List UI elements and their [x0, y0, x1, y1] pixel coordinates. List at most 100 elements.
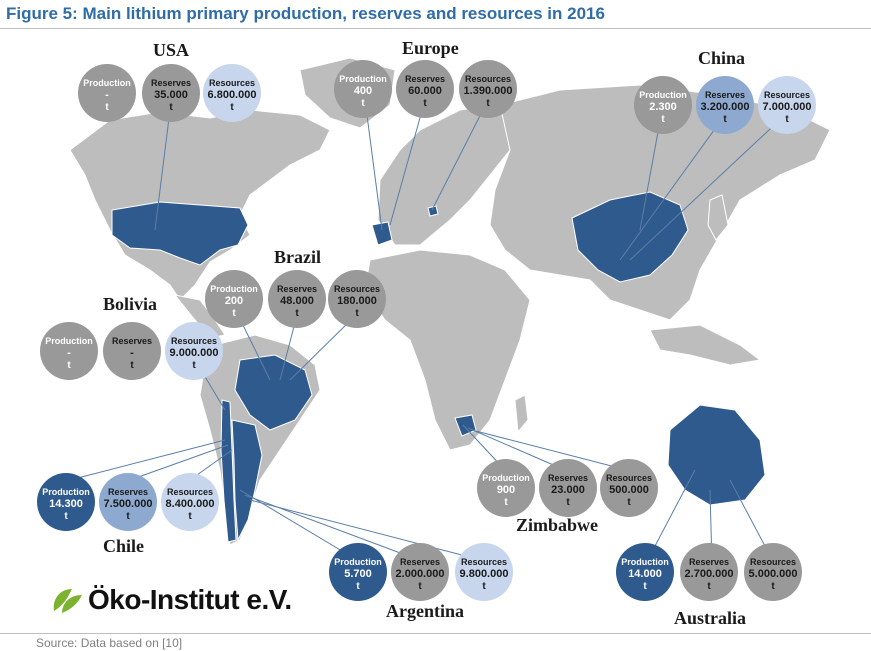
australia-country-label: Australia — [674, 608, 746, 628]
japan-landmass — [707, 194, 729, 241]
bolivia-production-value: - — [67, 347, 71, 359]
usa-reserves-value: 35.000 — [154, 89, 188, 101]
argentina-production-value: 5.700 — [344, 568, 372, 580]
brazil-resources-value: 180.000 — [337, 295, 377, 307]
china-resources-label: Resources — [763, 90, 811, 100]
argentina-resources-label: Resources — [460, 557, 508, 567]
australia-reserves-unit: t — [707, 581, 711, 592]
brazil-resources-unit: t — [355, 308, 359, 319]
figure-title: Figure 5: Main lithium primary productio… — [6, 4, 605, 23]
southeast-asia-islands — [649, 324, 762, 366]
argentina-resources-circle: Resources 9.800.000 t — [455, 543, 513, 601]
zimbabwe-production-value: 900 — [496, 484, 516, 496]
brazil-resources-circle: Resources 180.000 t — [328, 270, 386, 328]
argentina-production-circle: Production 5.700 t — [329, 543, 387, 601]
usa-reserves-label: Reserves — [150, 78, 192, 88]
australia-resources-value: 5.000.000 — [748, 568, 798, 580]
china-resources-circle: Resources 7.000.000 t — [758, 76, 816, 134]
argentina-highlight — [231, 419, 263, 542]
china-production-unit: t — [661, 114, 665, 125]
chile-production-unit: t — [64, 511, 68, 522]
australia-resources-circle: Resources 5.000.000 t — [744, 543, 802, 601]
usa-reserves-circle: Reserves 35.000 t — [142, 64, 200, 122]
central-america-landmass — [173, 294, 226, 339]
australia-production-label: Production — [621, 557, 669, 567]
brazil-country-label: Brazil — [274, 247, 321, 267]
europe-resources-circle: Resources 1.390.000 t — [459, 60, 517, 118]
chile-reserves-unit: t — [126, 511, 130, 522]
zimbabwe-resources-value: 500.000 — [609, 484, 649, 496]
zimbabwe-reserves-unit: t — [566, 497, 570, 508]
argentina-production-unit: t — [356, 581, 360, 592]
argentina-resources-value: 9.800.000 — [459, 568, 509, 580]
portugal-highlight — [371, 221, 393, 246]
brazil-production-label: Production — [210, 284, 258, 294]
chile-country-label: Chile — [103, 536, 145, 556]
europe-resources-value: 1.390.000 — [463, 85, 513, 97]
bolivia-reserves-unit: t — [130, 360, 134, 371]
australia-reserves-label: Reserves — [688, 557, 730, 567]
zimbabwe-reserves-label: Reserves — [547, 473, 589, 483]
europe-reserves-label: Reserves — [404, 74, 446, 84]
zimbabwe-production-circle: Production 900 t — [477, 459, 535, 517]
australia-reserves-value: 2.700.000 — [684, 568, 734, 580]
chile-reserves-label: Reserves — [107, 487, 149, 497]
china-resources-value: 7.000.000 — [762, 101, 812, 113]
china-production-label: Production — [639, 90, 687, 100]
brazil-reserves-label: Reserves — [276, 284, 318, 294]
zimbabwe-resources-unit: t — [627, 497, 631, 508]
bolivia-resources-label: Resources — [170, 336, 218, 346]
madagascar-landmass — [514, 394, 529, 434]
australia-reserves-circle: Reserves 2.700.000 t — [680, 543, 738, 601]
zimbabwe-country-label: Zimbabwe — [516, 515, 599, 535]
china-production-circle: Production 2.300 t — [634, 76, 692, 134]
europe-production-value: 400 — [353, 85, 373, 97]
chile-resources-circle: Resources 8.400.000 t — [161, 473, 219, 531]
bottom-rule — [0, 633, 871, 634]
china-reserves-circle: Reserves 3.200.000 t — [696, 76, 754, 134]
usa-highlight — [111, 201, 249, 266]
zimbabwe-production-unit: t — [504, 497, 508, 508]
usa-country-label: USA — [153, 40, 190, 60]
china-country-label: China — [698, 48, 746, 68]
argentina-country-label: Argentina — [386, 601, 464, 621]
australia-resources-unit: t — [771, 581, 775, 592]
usa-production-unit: t — [105, 102, 109, 113]
brazil-production-circle: Production 200 t — [205, 270, 263, 328]
europe-reserves-unit: t — [423, 98, 427, 109]
usa-resources-circle: Resources 6.800.000 t — [203, 64, 261, 122]
africa-landmass — [364, 249, 531, 451]
bolivia-production-unit: t — [67, 360, 71, 371]
china-reserves-value: 3.200.000 — [700, 101, 750, 113]
argentina-production-label: Production — [334, 557, 382, 567]
europe-reserves-value: 60.000 — [408, 85, 442, 97]
australia-production-unit: t — [643, 581, 647, 592]
usa-production-circle: Production - t — [78, 64, 136, 122]
europe-production-unit: t — [361, 98, 365, 109]
brazil-reserves-circle: Reserves 48.000 t — [268, 270, 326, 328]
usa-resources-label: Resources — [208, 78, 256, 88]
europe-resources-unit: t — [486, 98, 490, 109]
europe-country-label: Europe — [402, 38, 459, 58]
chile-reserves-circle: Reserves 7.500.000 t — [99, 473, 157, 531]
argentina-reserves-circle: Reserves 2.000.000 t — [391, 543, 449, 601]
bolivia-reserves-label: Reserves — [111, 336, 153, 346]
source-note: Source: Data based on [10] — [36, 636, 183, 650]
zimbabwe-reserves-circle: Reserves 23.000 t — [539, 459, 597, 517]
zimbabwe-highlight — [454, 414, 477, 437]
brazil-reserves-value: 48.000 — [280, 295, 314, 307]
zimbabwe-resources-circle: Resources 500.000 t — [600, 459, 658, 517]
brazil-reserves-unit: t — [295, 308, 299, 319]
argentina-reserves-value: 2.000.000 — [395, 568, 445, 580]
bolivia-resources-value: 9.000.000 — [169, 347, 219, 359]
china-reserves-label: Reserves — [704, 90, 746, 100]
bolivia-resources-unit: t — [192, 360, 196, 371]
bolivia-production-label: Production — [45, 336, 93, 346]
top-rule — [0, 28, 871, 29]
zimbabwe-reserves-value: 23.000 — [551, 484, 585, 496]
oeko-institut-logo-text: Öko-Institut e.V. — [88, 584, 292, 615]
china-reserves-unit: t — [723, 114, 727, 125]
china-highlight — [571, 191, 689, 283]
bolivia-production-circle: Production - t — [40, 322, 98, 380]
argentina-resources-unit: t — [482, 581, 486, 592]
